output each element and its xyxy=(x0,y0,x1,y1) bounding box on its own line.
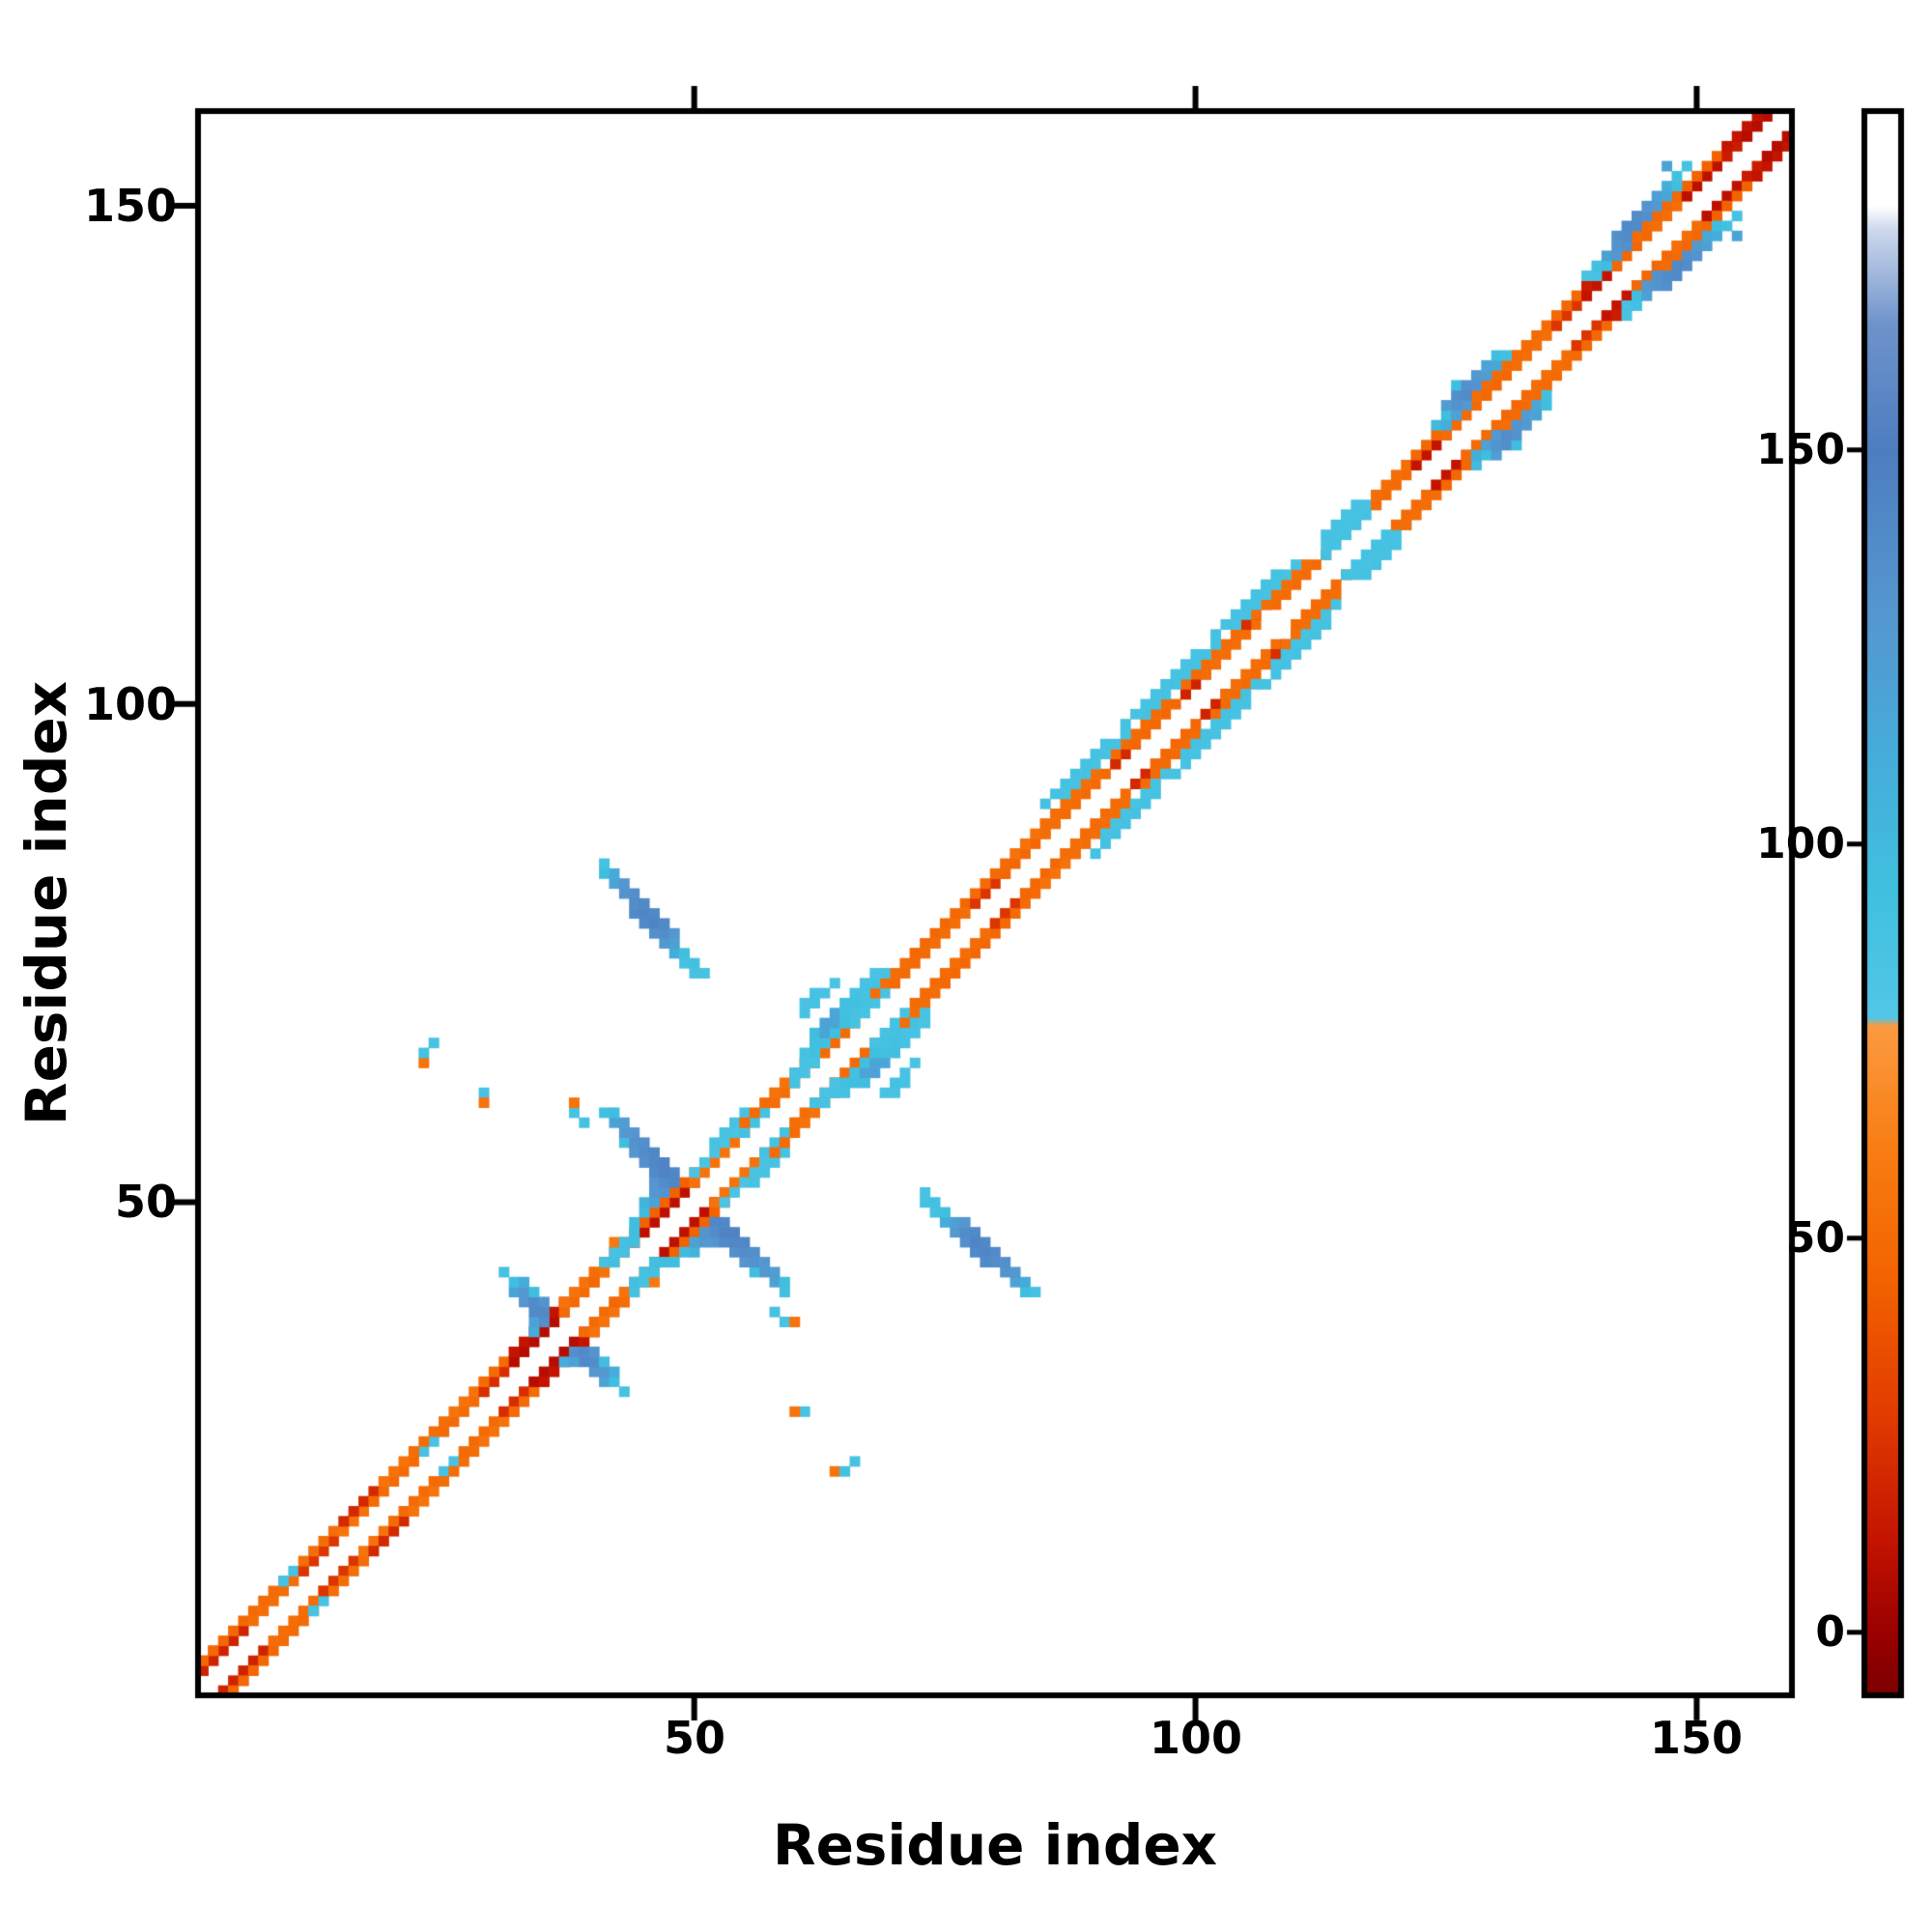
x-tick-label-50: 50 xyxy=(663,1712,726,1764)
x-tick-label-100: 100 xyxy=(1149,1712,1243,1764)
colorbar-tick-label-0: 0 xyxy=(1815,1607,1845,1657)
colorbar-tick-label-50: 50 xyxy=(1785,1213,1845,1263)
colorbar-tick-label-100: 100 xyxy=(1756,819,1845,868)
y-tick-label-150: 150 xyxy=(83,180,177,232)
colorbar-tick-label-150: 150 xyxy=(1756,425,1845,474)
y-tick-label-100: 100 xyxy=(83,678,177,730)
y-axis-label: Residue index xyxy=(14,680,79,1126)
y-tick-label-50: 50 xyxy=(114,1176,177,1228)
x-axis-label: Residue index xyxy=(772,1812,1218,1878)
x-tick-label-150: 150 xyxy=(1649,1712,1744,1764)
